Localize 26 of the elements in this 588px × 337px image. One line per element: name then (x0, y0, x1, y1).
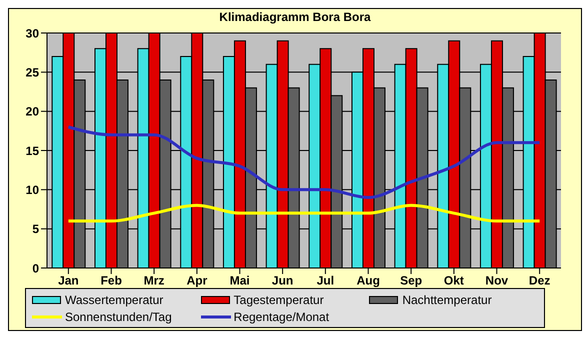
legend-label: Sonnenstunden/Tag (65, 310, 172, 324)
x-tick-label: Okt (444, 274, 464, 288)
x-tick-label: Apr (186, 274, 208, 288)
legend-label: Regentage/Monat (234, 310, 330, 324)
x-tick-label: Feb (100, 274, 122, 288)
legend-label: Wassertemperatur (65, 292, 164, 306)
x-tick-label: Sep (400, 274, 422, 288)
y-tick-label: 30 (26, 26, 40, 40)
x-tick-label: Dez (528, 274, 550, 288)
x-tick-label: Jun (272, 274, 294, 288)
x-tick-label: Nov (485, 274, 508, 288)
y-tick-label: 15 (26, 144, 40, 158)
legend-label: Tagestemperatur (234, 292, 324, 306)
y-tick-label: 10 (26, 182, 40, 197)
line-series (66, 126, 542, 199)
y-tick-label: 20 (26, 104, 40, 119)
x-tick-label: Mai (230, 274, 250, 288)
x-tick-label: Aug (356, 274, 380, 288)
legend-label: Nachttemperatur (402, 292, 492, 306)
x-tick-label: Jul (316, 274, 334, 288)
x-tick-label: Jan (58, 274, 79, 288)
y-tick-label: 0 (32, 261, 40, 276)
y-tick-label: 5 (32, 222, 40, 236)
y-tick-label: 25 (26, 65, 40, 80)
x-tick-label: Mrz (144, 274, 164, 288)
chart-title: Klimadiagramm Bora Bora (218, 9, 372, 25)
